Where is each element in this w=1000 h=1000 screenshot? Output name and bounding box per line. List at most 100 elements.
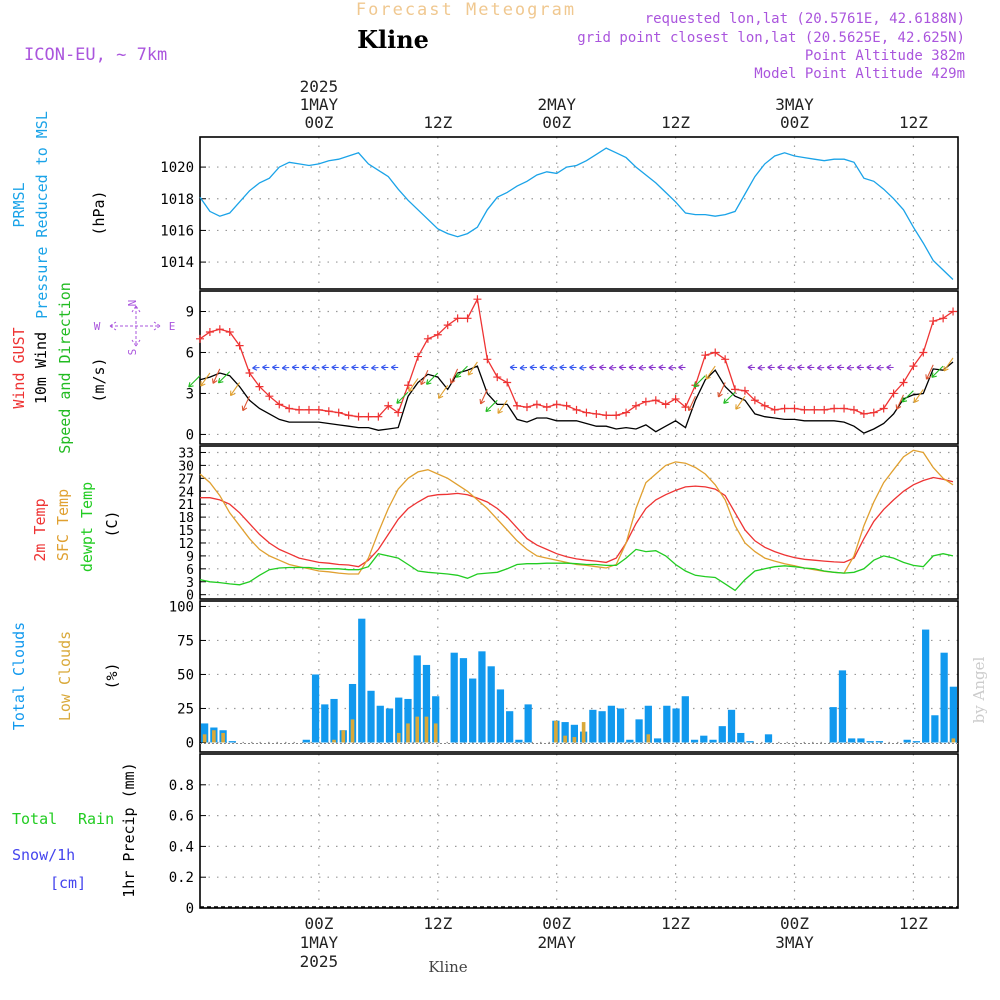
compass-s: S [126,349,139,356]
total-cloud-bar [838,670,847,743]
gust-marker [473,295,482,304]
total-cloud-bar [866,741,874,743]
wind-direction-arrows [188,357,954,414]
wind-arrow [618,364,627,371]
low-cloud-bar [646,734,651,743]
wind-arrow [437,384,449,399]
temp-ytick-label: 27 [178,472,194,487]
cloud-ylabel: (%) [103,662,121,689]
total-cloud-bar [348,683,357,743]
compass-rose: N S W E [94,300,176,356]
bottom-date-label: 3MAY [775,933,814,952]
temp-ytick-label: 9 [186,550,194,565]
total-cloud-bar [413,655,421,743]
gust-marker [255,382,264,391]
low-cloud-bar [406,723,410,743]
total-cloud-bar [201,723,209,743]
gust-marker [602,411,611,420]
total-cloud-bar [727,709,736,743]
gust-marker [552,400,561,409]
total-cloud-bar [376,705,384,743]
total-cloud-bar [432,696,440,743]
wind-arrow [628,364,637,371]
wind-arrow [787,364,795,371]
wind-arrow [371,364,379,371]
footer-station: Kline [428,958,467,976]
gust-marker [760,401,769,410]
wind-arrow [281,364,290,371]
low-cloud-bar [332,739,336,743]
wind-arrow [901,390,914,403]
wind-series-line [199,297,954,418]
gust-marker [483,355,492,364]
gust-marker [909,362,918,371]
total-cloud-bar [311,674,320,743]
top-hour-label: 12Z [899,113,928,132]
total-cloud-bar [506,711,514,743]
gust-marker [849,405,858,414]
temp-ytick-label: 15 [178,524,194,539]
wind-arrow [747,364,755,371]
total-cloud-bar [459,658,468,743]
temp-series-line [200,476,954,568]
total-cloud-bar [681,696,689,743]
station-title: Kline [357,25,429,54]
compass-e: E [169,320,176,333]
total-cloud-bar [589,709,597,743]
gust-marker [493,373,502,382]
gust-marker [235,341,244,350]
top-date-label: 3MAY [775,95,814,114]
wind-arrow [361,364,369,371]
wind-arrow [886,364,894,371]
gust-marker [304,405,313,414]
total-cloud-bar [469,678,477,743]
wind-arrow [925,364,934,380]
wind-arrow [420,369,429,386]
bottom-hour-label: 00Z [780,914,809,933]
wind-panel: 0 3 6 9 [186,290,959,445]
total-cloud-bar [690,739,699,743]
wind-arrow [807,364,815,371]
wind-arrow [425,372,439,385]
wind-arrow [272,364,280,371]
low-cloud-bar [572,737,577,743]
gust-marker [324,407,333,416]
total-cloud-bar [321,704,329,743]
compass-arrows [109,305,161,347]
gust-marker [384,401,393,410]
wind-arrow [735,395,746,410]
top-year-label: 2025 [300,77,339,96]
gust-marker [374,412,383,421]
gust-marker [582,408,591,417]
total-cloud-bar [746,741,754,743]
gust-marker [285,404,294,413]
total-cloud-bar [663,705,671,743]
total-cloud-bar [524,704,532,743]
low-cloud-bar [424,716,429,743]
total-cloud-bar [616,708,625,743]
gust-marker [810,405,819,414]
precip-ytick-label: 0.8 [169,778,194,794]
wind-arrow [598,364,607,371]
wind-title-2: 10m Wind [32,332,50,404]
wind-arrow [408,378,419,393]
wind-arrow [723,391,736,404]
precip-ytick-label: 0.2 [169,870,194,886]
wind-arrow [678,364,686,371]
gust-marker [790,404,799,413]
prmsl-ytick-label: 1016 [160,223,194,239]
total-cloud-bar [228,741,236,743]
total-cloud-bar [718,726,726,743]
total-cloud-bar [700,735,708,743]
temp-ytick-label: 18 [178,511,194,526]
wind-arrow [241,395,250,412]
temp-ytick-label: 0 [186,589,194,604]
compass-n: N [126,300,139,307]
precip-titles: Total Rain Snow/1h [cm] 1hr Precip (mm) [12,762,138,897]
gust-marker [820,405,829,414]
wind-arrow [668,364,676,371]
wind-arrow [816,364,825,371]
total-cloud-bar [857,738,865,743]
total-cloud-bar [875,741,884,743]
gust-marker [661,400,670,409]
